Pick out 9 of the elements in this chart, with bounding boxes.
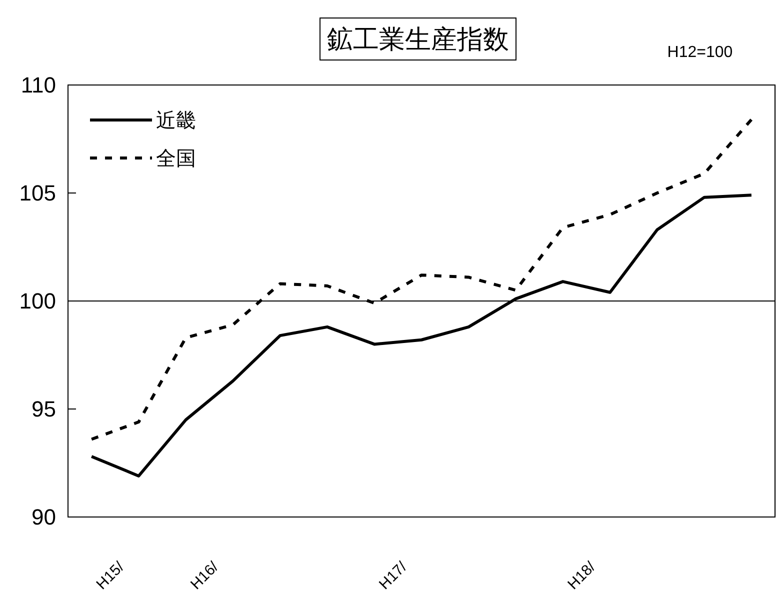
y-tick-label: 105 <box>19 180 56 206</box>
text: H12=100 <box>667 44 733 61</box>
legend-label: 全国 <box>156 148 196 170</box>
y-tick-label: 95 <box>32 396 56 422</box>
legend-label: 近畿 <box>156 110 196 132</box>
y-tick-label: 100 <box>19 288 56 314</box>
y-tick-label: 90 <box>32 504 56 530</box>
chart-title: 鉱工業生産指数 <box>327 24 509 54</box>
y-tick-label: 110 <box>20 72 56 98</box>
